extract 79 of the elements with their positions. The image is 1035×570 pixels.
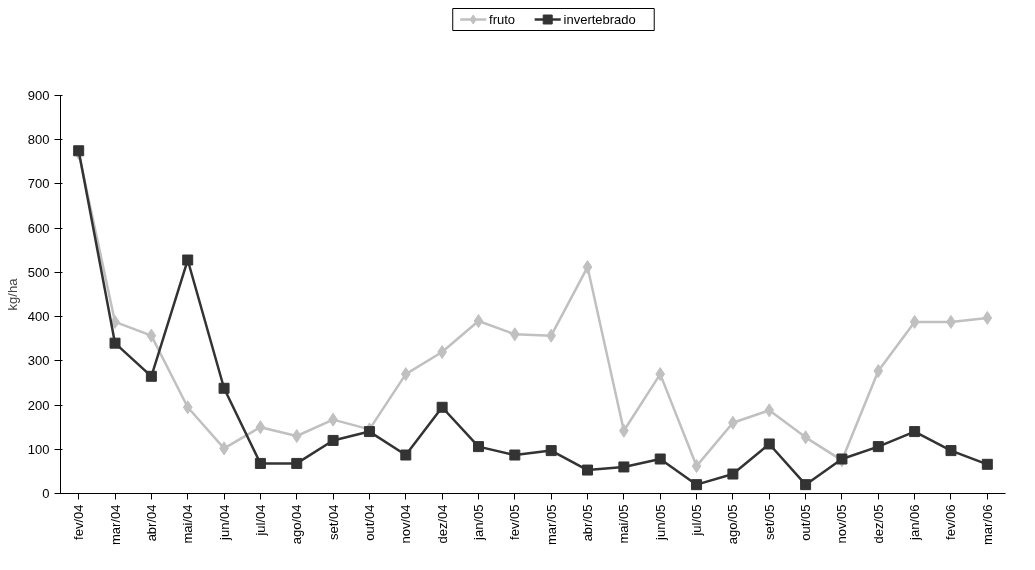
x-tick-label: fev/06	[943, 504, 959, 540]
x-tick-label: dez/05	[870, 504, 886, 544]
point	[182, 254, 194, 266]
point	[291, 429, 302, 444]
point	[545, 445, 557, 457]
y-tick-label: 700	[27, 176, 50, 192]
point	[764, 403, 775, 418]
x-tick-label: dez/04	[434, 504, 450, 544]
point	[436, 401, 448, 413]
y-tick-label: 400	[27, 309, 50, 325]
point	[109, 337, 121, 349]
y-tick-label: 900	[27, 88, 50, 103]
x-tick-label: nov/04	[398, 504, 414, 544]
x-tick-label: jul/04	[252, 504, 268, 537]
point	[291, 457, 303, 469]
point	[509, 449, 521, 461]
point	[982, 310, 993, 325]
point	[727, 468, 739, 480]
x-tick-label: jul/05	[689, 504, 705, 537]
point	[400, 367, 411, 382]
point	[400, 449, 412, 461]
legend-label: invertebrado	[563, 12, 636, 27]
y-tick-label: 200	[27, 397, 50, 413]
point	[145, 370, 157, 382]
point	[509, 327, 520, 342]
point	[472, 441, 484, 453]
point	[909, 426, 921, 438]
x-tick-label: mar/06	[979, 504, 995, 545]
y-tick-label: 500	[27, 264, 50, 280]
x-tick-label: abr/04	[143, 504, 159, 542]
x-tick-label: mar/05	[543, 504, 559, 545]
point	[255, 420, 266, 435]
x-tick-label: fev/05	[507, 504, 523, 540]
point	[218, 382, 230, 394]
y-tick-label: 800	[27, 132, 50, 148]
y-tick-label: 0	[42, 486, 50, 501]
y-tick-label: 300	[27, 353, 50, 369]
point	[327, 434, 339, 446]
x-tick-label: ago/04	[289, 504, 305, 545]
legend-label: fruto	[489, 12, 516, 27]
y-axis-title: kg/ha	[4, 277, 20, 311]
point	[945, 445, 957, 457]
x-tick-label: out/05	[798, 504, 814, 541]
point	[872, 441, 884, 453]
point	[146, 328, 157, 343]
x-tick-label: ago/05	[725, 504, 741, 545]
point	[254, 457, 266, 469]
x-tick-label: fev/04	[71, 504, 87, 540]
x-tick-label: jun/04	[216, 504, 232, 541]
point	[691, 479, 703, 491]
x-tick-label: jun/05	[652, 504, 668, 541]
point	[654, 453, 666, 465]
point	[873, 364, 884, 378]
point	[763, 438, 775, 450]
point	[582, 464, 594, 476]
x-tick-label: jan/05	[470, 504, 486, 541]
point	[473, 314, 484, 329]
x-tick-label: mar/04	[107, 504, 123, 545]
y-tick-label: 600	[27, 220, 50, 236]
point	[800, 479, 812, 491]
point	[618, 461, 630, 473]
point	[363, 426, 375, 438]
x-tick-label: jan/06	[907, 504, 923, 541]
point	[981, 458, 993, 470]
point	[655, 367, 666, 382]
x-tick-label: out/04	[361, 504, 377, 541]
point	[691, 459, 702, 474]
point	[582, 260, 593, 275]
x-tick-label: abr/05	[580, 504, 596, 542]
point	[182, 400, 193, 415]
point	[546, 328, 557, 343]
x-tick-label: set/04	[325, 504, 341, 540]
point	[800, 430, 811, 445]
x-tick-label: mai/04	[180, 504, 196, 544]
y-tick-label: 100	[27, 441, 50, 457]
x-tick-label: set/05	[761, 504, 777, 540]
x-tick-label: mai/05	[616, 504, 632, 544]
point	[909, 314, 920, 329]
x-tick-label: nov/05	[834, 504, 850, 544]
